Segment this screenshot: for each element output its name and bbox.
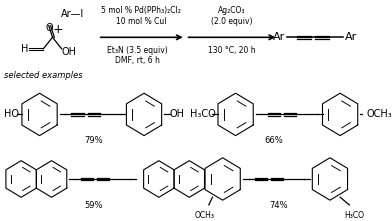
Text: H₃CO: H₃CO — [190, 109, 216, 119]
Text: OCH₃: OCH₃ — [366, 109, 392, 119]
Text: O: O — [46, 23, 54, 33]
Text: OH: OH — [62, 47, 77, 57]
Text: OH: OH — [170, 109, 185, 119]
Text: 130 °C, 20 h: 130 °C, 20 h — [208, 46, 256, 55]
Text: H: H — [21, 44, 29, 54]
Text: Ar: Ar — [273, 32, 285, 42]
Text: DMF, rt, 6 h: DMF, rt, 6 h — [115, 56, 160, 65]
Text: (2.0 equiv): (2.0 equiv) — [211, 17, 253, 26]
Text: +: + — [53, 23, 64, 36]
Text: selected examples: selected examples — [4, 71, 83, 80]
Text: 79%: 79% — [84, 136, 102, 145]
Text: OCH₃: OCH₃ — [194, 211, 214, 220]
Text: 66%: 66% — [264, 136, 283, 145]
Text: 59%: 59% — [84, 200, 102, 210]
Text: 5 mol % Pd(PPh₃)₂Cl₂: 5 mol % Pd(PPh₃)₂Cl₂ — [102, 6, 181, 15]
Text: H₃CO: H₃CO — [344, 211, 364, 220]
Text: Ar—I: Ar—I — [61, 9, 84, 19]
Text: Ag₂CO₃: Ag₂CO₃ — [218, 6, 246, 15]
Text: Ar: Ar — [345, 32, 357, 42]
Text: HO: HO — [4, 109, 19, 119]
Text: 74%: 74% — [269, 200, 287, 210]
Text: Et₃N (3.5 equiv): Et₃N (3.5 equiv) — [107, 46, 168, 55]
Text: 10 mol % CuI: 10 mol % CuI — [116, 17, 167, 26]
